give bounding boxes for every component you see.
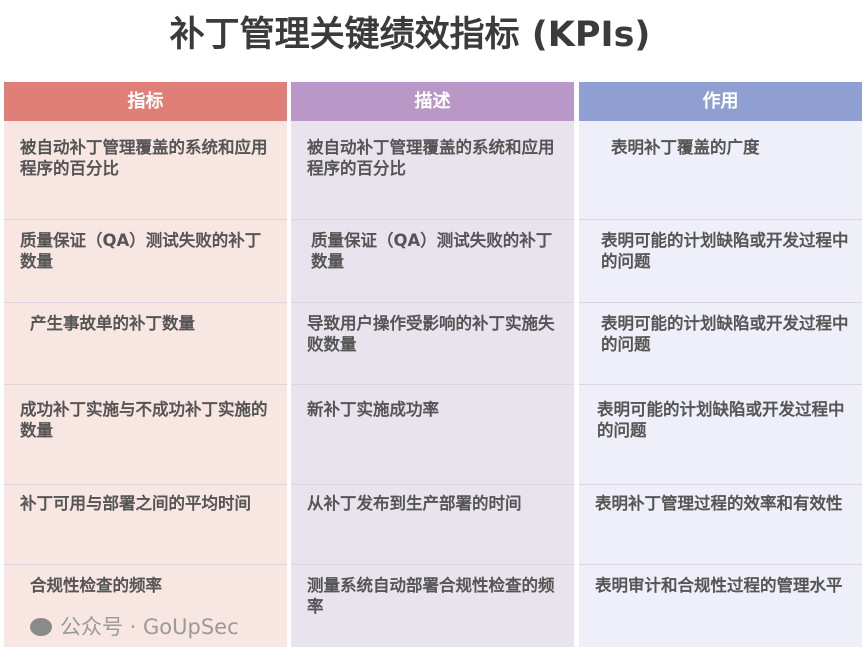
table-cell: 导致用户操作受影响的补丁实施失败数量: [291, 303, 574, 385]
table-cell: 表明可能的计划缺陷或开发过程中的问题: [579, 385, 862, 485]
cell-text: 表明审计和合规性过程的管理水平: [595, 576, 843, 595]
cell-text: 表明可能的计划缺陷或开发过程中的问题: [601, 231, 849, 271]
cell-text: 表明补丁管理过程的效率和有效性: [595, 494, 843, 513]
cell-text: 表明可能的计划缺陷或开发过程中的问题: [597, 400, 845, 440]
cell-text: 质量保证（QA）测试失败的补丁数量: [20, 231, 262, 271]
header-metric: 指标: [4, 82, 287, 121]
table-cell: 从补丁发布到生产部署的时间: [291, 485, 574, 565]
column-metric: 指标 被自动补丁管理覆盖的系统和应用程序的百分比 质量保证（QA）测试失败的补丁…: [4, 82, 287, 647]
cell-text: 补丁可用与部署之间的平均时间: [20, 494, 251, 513]
cell-text: 合规性检查的频率: [30, 576, 162, 595]
table-cell: 质量保证（QA）测试失败的补丁数量: [291, 220, 574, 303]
table-cell: 质量保证（QA）测试失败的补丁数量: [4, 220, 287, 303]
table-cell: 表明审计和合规性过程的管理水平: [579, 565, 862, 647]
header-description: 描述: [291, 82, 574, 121]
table-cell: 测量系统自动部署合规性检查的频率: [291, 565, 574, 647]
wechat-icon: [30, 618, 52, 636]
watermark: 公众号 · GoUpSec: [30, 614, 239, 640]
table-cell: 补丁可用与部署之间的平均时间: [4, 485, 287, 565]
table-cell: 表明补丁覆盖的广度: [579, 121, 862, 220]
watermark-text: 公众号 · GoUpSec: [60, 615, 239, 639]
table-cell: 新补丁实施成功率: [291, 385, 574, 485]
table-cell: 表明补丁管理过程的效率和有效性: [579, 485, 862, 565]
cell-text: 成功补丁实施与不成功补丁实施的数量: [20, 400, 268, 440]
cell-text: 被自动补丁管理覆盖的系统和应用程序的百分比: [307, 138, 555, 178]
cell-text: 导致用户操作受影响的补丁实施失败数量: [307, 314, 555, 354]
page-title: 补丁管理关键绩效指标 (KPIs): [169, 15, 651, 55]
cell-text: 从补丁发布到生产部署的时间: [307, 494, 522, 513]
column-purpose: 作用 表明补丁覆盖的广度 表明可能的计划缺陷或开发过程中的问题 表明可能的计划缺…: [579, 82, 862, 647]
table-cell: 表明可能的计划缺陷或开发过程中的问题: [579, 303, 862, 385]
cell-text: 产生事故单的补丁数量: [30, 314, 195, 333]
column-description: 描述 被自动补丁管理覆盖的系统和应用程序的百分比 质量保证（QA）测试失败的补丁…: [291, 82, 574, 647]
table-cell: 表明可能的计划缺陷或开发过程中的问题: [579, 220, 862, 303]
cell-text: 被自动补丁管理覆盖的系统和应用程序的百分比: [20, 138, 268, 178]
cell-text: 新补丁实施成功率: [307, 400, 439, 419]
header-purpose: 作用: [579, 82, 862, 121]
cell-text: 表明补丁覆盖的广度: [611, 138, 760, 157]
table-cell: 被自动补丁管理覆盖的系统和应用程序的百分比: [291, 121, 574, 220]
cell-text: 质量保证（QA）测试失败的补丁数量: [311, 231, 553, 271]
table-cell: 被自动补丁管理覆盖的系统和应用程序的百分比: [4, 121, 287, 220]
table-cell: 成功补丁实施与不成功补丁实施的数量: [4, 385, 287, 485]
table-cell: 合规性检查的频率: [4, 565, 287, 647]
cell-text: 测量系统自动部署合规性检查的频率: [307, 576, 555, 616]
cell-text: 表明可能的计划缺陷或开发过程中的问题: [601, 314, 849, 354]
table-cell: 产生事故单的补丁数量: [4, 303, 287, 385]
